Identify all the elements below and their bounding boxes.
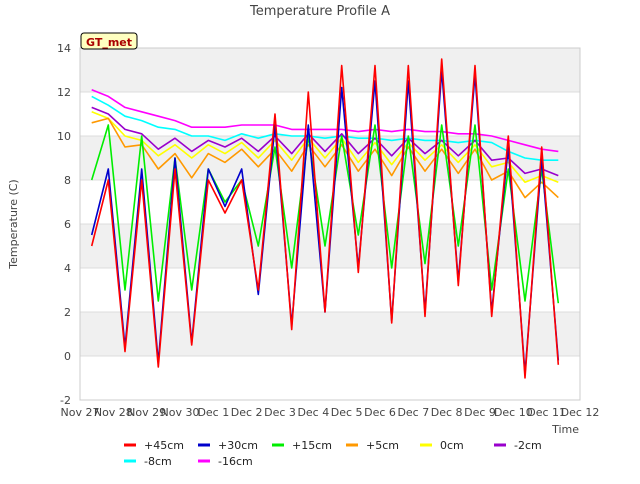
x-tick-label: Nov 30	[161, 406, 200, 419]
x-tick-label: Dec 9	[464, 406, 496, 419]
badge-box	[80, 32, 138, 50]
plot-bands	[80, 48, 580, 356]
y-tick-label: -2	[60, 394, 71, 407]
x-tick-label: Dec 12	[561, 406, 600, 419]
y-tick-label: 6	[64, 218, 71, 231]
series-line	[91, 89, 559, 153]
y-tick-labels: -2 0 2 4 6 8 10 12 14	[57, 42, 71, 407]
plot-frame	[79, 47, 581, 401]
x-tick-label: Dec 6	[364, 406, 396, 419]
x-tick-label: Dec 2	[231, 406, 263, 419]
legend-label: +15cm	[292, 439, 332, 452]
y-tick-label: 12	[57, 86, 71, 99]
x-tick-label: Dec 1	[197, 406, 229, 419]
x-tick-label: Dec 11	[527, 406, 566, 419]
plot-band	[80, 136, 580, 180]
y-tick-label: 10	[57, 130, 71, 143]
legend: +45cm +30cm +15cm +5cm 0cm -2cm -8cm -16cm	[124, 439, 542, 468]
x-tick-label: Nov 28	[94, 406, 133, 419]
legend-label: -2cm	[514, 439, 542, 452]
y-tick-label: 0	[64, 350, 71, 363]
series-line	[90, 58, 560, 379]
x-axis-label: Time	[551, 423, 579, 436]
y-tick-label: 4	[64, 262, 71, 275]
x-tick-label: Dec 10	[494, 406, 533, 419]
y-tick-label: 14	[57, 42, 71, 55]
x-tick-label: Dec 8	[431, 406, 463, 419]
legend-label: +5cm	[366, 439, 399, 452]
x-tick-label: Dec 7	[397, 406, 429, 419]
x-tick-label: Dec 4	[297, 406, 329, 419]
plot-band	[80, 312, 580, 356]
y-tick-label: 2	[64, 306, 71, 319]
plot-band	[80, 48, 580, 92]
y-axis-label: Temperature (C)	[7, 179, 20, 269]
series-lines	[90, 58, 560, 379]
x-tick-label: Dec 5	[331, 406, 363, 419]
series-line	[90, 124, 560, 304]
legend-label: -8cm	[144, 455, 172, 468]
x-tick-label: Nov 29	[127, 406, 166, 419]
y-tick-label: 8	[64, 174, 71, 187]
x-tick-label: Dec 3	[264, 406, 296, 419]
legend-label: 0cm	[440, 439, 464, 452]
legend-label: -16cm	[218, 455, 253, 468]
x-tick-label: Nov 27	[61, 406, 100, 419]
badge-label: GT_met	[86, 36, 132, 49]
legend-label: +45cm	[144, 439, 184, 452]
legend-label: +30cm	[218, 439, 258, 452]
chart-title: Temperature Profile A	[249, 4, 390, 19]
